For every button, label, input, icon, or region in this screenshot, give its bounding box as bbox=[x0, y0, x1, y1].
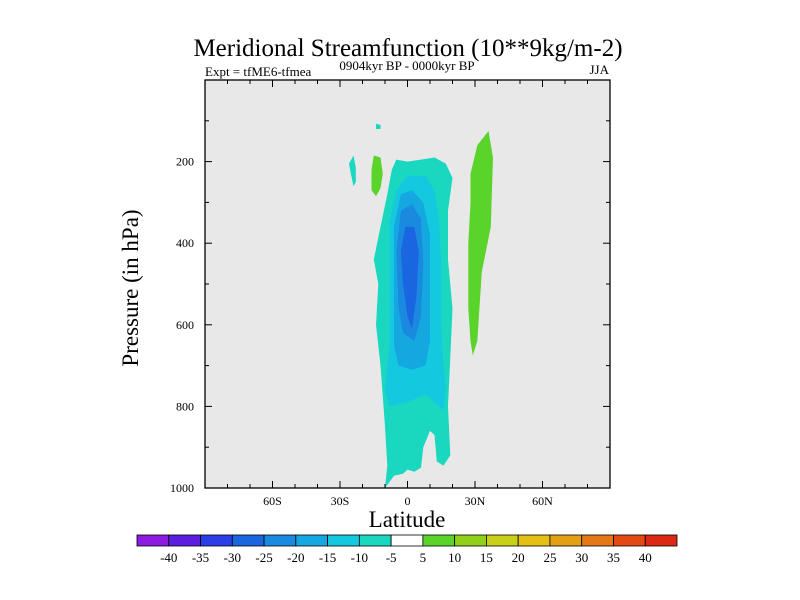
colorbar-label: 30 bbox=[575, 550, 588, 565]
contour-region-6-level--25 bbox=[400, 226, 419, 329]
season-label: JJA bbox=[589, 62, 609, 77]
x-tick-label: 60S bbox=[263, 494, 282, 508]
colorbar-label: -25 bbox=[255, 550, 272, 565]
x-tick-label: 60N bbox=[532, 494, 553, 508]
contour-region-8-level-5 bbox=[371, 155, 383, 197]
colorbar-swatch bbox=[644, 534, 678, 547]
colorbar-label: 5 bbox=[420, 550, 427, 565]
colorbar-swatch bbox=[422, 534, 456, 547]
colorbar-swatch bbox=[200, 534, 233, 547]
colorbar: -40 -35 -30 -25 -20 -15 -10 -5 5 10 15 20 25 30 35 40 bbox=[136, 534, 678, 565]
colorbar-swatch bbox=[263, 534, 297, 547]
colorbar-swatch bbox=[581, 534, 614, 547]
y-tick-label: 200 bbox=[176, 155, 194, 169]
colorbar-swatch bbox=[168, 534, 201, 547]
colorbar-label: 40 bbox=[639, 550, 652, 565]
colorbar-label: -5 bbox=[386, 550, 397, 565]
colorbar-swatch bbox=[549, 534, 583, 547]
colorbar-swatch bbox=[295, 534, 328, 547]
colorbar-label: -10 bbox=[351, 550, 368, 565]
colorbar-label: 25 bbox=[543, 550, 556, 565]
period-label: 0904kyr BP - 0000kyr BP bbox=[339, 58, 474, 73]
colorbar-swatch bbox=[231, 534, 265, 547]
colorbar-label: -35 bbox=[192, 550, 209, 565]
y-axis-label: Pressure (in hPa) bbox=[118, 209, 143, 366]
x-tick-label: 30N bbox=[465, 494, 486, 508]
colorbar-swatch bbox=[327, 534, 360, 547]
contour-regions bbox=[349, 123, 493, 488]
x-tick-label: 30S bbox=[331, 494, 350, 508]
colorbar-label: 20 bbox=[512, 550, 525, 565]
contour-region-2-level--5 bbox=[376, 123, 381, 129]
colorbar-swatch bbox=[136, 534, 170, 547]
contour-region-1-level--5 bbox=[349, 155, 356, 187]
colorbar-swatch bbox=[517, 534, 551, 547]
y-tick-label: 400 bbox=[176, 236, 194, 250]
contour-region-7-level-5 bbox=[468, 131, 493, 356]
colorbar-label: -40 bbox=[160, 550, 177, 565]
x-axis-ticks: 60S 30S 0 30N 60N bbox=[227, 80, 588, 508]
colorbar-label: -30 bbox=[224, 550, 241, 565]
x-axis-label: Latitude bbox=[369, 507, 446, 532]
colorbar-swatch bbox=[454, 534, 487, 547]
colorbar-label: 35 bbox=[607, 550, 620, 565]
colorbar-swatch bbox=[358, 534, 392, 547]
colorbar-swatch bbox=[486, 534, 519, 547]
colorbar-label: -20 bbox=[287, 550, 304, 565]
colorbar-swatch bbox=[613, 534, 646, 547]
colorbar-label: 15 bbox=[480, 550, 493, 565]
experiment-label: Expt = tfME6-tfmea bbox=[205, 64, 311, 79]
y-tick-label: 800 bbox=[176, 399, 194, 413]
y-tick-label: 600 bbox=[176, 318, 194, 332]
x-tick-label: 0 bbox=[405, 494, 411, 508]
y-tick-label: 1000 bbox=[170, 481, 194, 495]
colorbar-label: -15 bbox=[319, 550, 336, 565]
colorbar-label: 10 bbox=[448, 550, 461, 565]
chart-title: Meridional Streamfunction (10**9kg/m-2) bbox=[193, 35, 622, 62]
y-axis-ticks: 200 400 600 800 1000 bbox=[170, 120, 610, 495]
colorbar-swatch bbox=[390, 534, 424, 547]
